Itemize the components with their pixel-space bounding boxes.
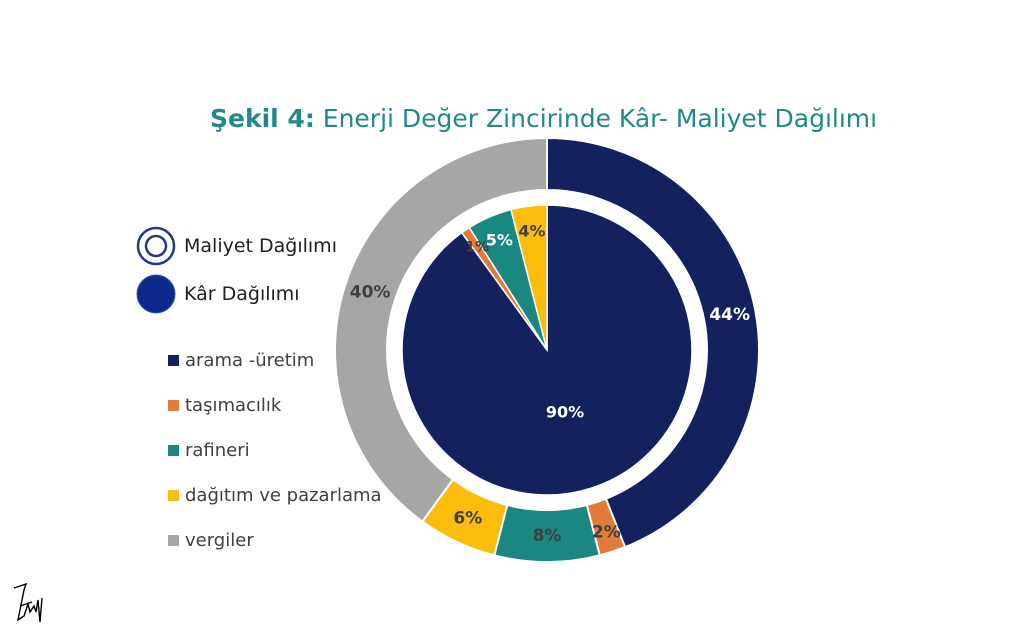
outer-label-arama-uretim: 44%	[709, 305, 750, 325]
legend-swatch	[168, 445, 179, 456]
legend-label: rafineri	[185, 440, 250, 461]
inner-label-dagitim-ve-pazarlama: 4%	[518, 221, 545, 240]
legend-item-arama-uretim: arama -üretim	[168, 350, 314, 371]
outer-ring-maliyet	[334, 136, 760, 563]
legend-swatch	[168, 400, 179, 411]
ring-icon	[136, 226, 176, 266]
chart-title: Şekil 4: Enerji Değer Zincirinde Kâr- Ma…	[210, 104, 910, 133]
legend-inner-pie: Kâr Dağılımı	[136, 274, 300, 314]
legend-swatch	[168, 535, 179, 546]
legend-swatch	[168, 355, 179, 366]
filled-circle-icon	[136, 274, 176, 314]
legend-label: vergiler	[185, 530, 254, 551]
outer-label-vergiler: 40%	[350, 283, 391, 303]
inner-label-arama-uretim: 90%	[546, 403, 584, 422]
signature-mark	[13, 582, 43, 623]
chart-title-text: Enerji Değer Zincirinde Kâr- Maliyet Dağ…	[322, 104, 878, 133]
outer-label-tasimacilik: 2%	[592, 523, 621, 543]
legend-item-vergiler: vergiler	[168, 530, 254, 551]
inner-slice-dagitim-ve-pazarlama	[510, 204, 548, 351]
legend-item-tasimacilik: taşımacılık	[168, 395, 281, 416]
inner-pie-kar	[401, 204, 693, 496]
legend-outer-ring: Maliyet Dağılımı	[136, 226, 337, 266]
outer-slice-vergiler	[334, 136, 548, 523]
inner-label-rafineri: 5%	[486, 230, 513, 249]
legend-outer-label: Maliyet Dağılımı	[184, 235, 337, 257]
legend-item-rafineri: rafineri	[168, 440, 250, 461]
chart-title-prefix: Şekil 4:	[210, 104, 315, 133]
legend-item-dagitim-ve-pazarlama: dağıtım ve pazarlama	[168, 485, 382, 506]
legend-label: arama -üretim	[185, 350, 315, 371]
inner-label-tasimacilik: 1%	[465, 239, 489, 255]
legend-inner-label: Kâr Dağılımı	[184, 283, 300, 305]
outer-slice-arama-uretim	[546, 136, 760, 549]
legend-swatch	[168, 490, 179, 501]
data-labels: 44% 2% 8% 6% 40% 90% 1%5% 4%	[350, 221, 750, 546]
outer-label-dagitim-ve-pazarlama: 6%	[453, 508, 482, 528]
legend-label: taşımacılık	[185, 395, 282, 416]
legend-label: dağıtım ve pazarlama	[185, 485, 382, 506]
outer-label-rafineri: 8%	[533, 526, 562, 546]
